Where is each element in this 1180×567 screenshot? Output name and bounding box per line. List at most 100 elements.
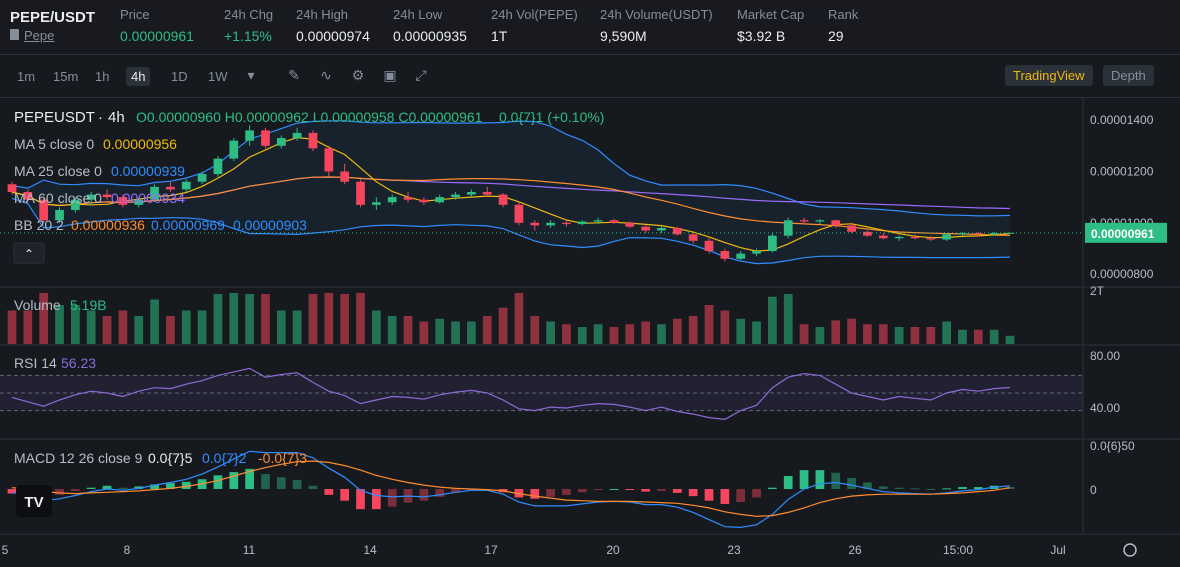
candle-body — [609, 220, 619, 223]
ma5-label: MA 5 close 0 — [14, 136, 94, 152]
legend-interval: 4h — [108, 109, 125, 126]
volume-bar — [704, 305, 714, 344]
candle-body — [324, 148, 334, 172]
candle-body — [815, 220, 825, 222]
timeframe-1D[interactable]: 1D — [171, 69, 188, 84]
tradingview-logo — [16, 485, 52, 517]
macd-histogram-bar — [577, 489, 587, 493]
candle-body — [863, 231, 872, 236]
depth-tab[interactable]: Depth — [1103, 65, 1154, 86]
timeframe-4h[interactable]: 4h — [126, 67, 151, 86]
macd-label: MACD 12 26 close 9 — [14, 450, 143, 466]
macd-histogram-bar — [181, 481, 191, 489]
chart-area[interactable]: 0.00001400 0.00001200 0.00001000 0.00000800… — [0, 97, 1180, 562]
volume-bar — [39, 293, 49, 344]
candle-body — [1005, 232, 1015, 234]
volume-bar — [292, 310, 302, 344]
timeframe-1m[interactable]: 1m — [17, 69, 36, 84]
candle-body — [197, 174, 207, 182]
candle — [815, 218, 825, 225]
chevron-up-icon[interactable]: ⌃ — [24, 247, 34, 261]
macd-histogram-bar — [973, 487, 983, 489]
candle-body — [55, 209, 64, 221]
candle — [672, 226, 682, 236]
volume-bar — [720, 310, 730, 344]
candle-body — [245, 130, 254, 141]
price-tick-label: 0.00001200 — [1090, 164, 1154, 178]
candle-body — [387, 197, 397, 203]
pair-title[interactable]: PEPE/USDT — [10, 9, 96, 26]
candle-body — [340, 171, 350, 182]
pencil-icon[interactable]: ✎ — [288, 67, 300, 83]
volume-bar — [768, 296, 777, 344]
save-icon[interactable]: ▣ — [383, 67, 397, 83]
candle-body — [641, 226, 651, 231]
coin-link-label[interactable]: Pepe — [24, 28, 55, 43]
timeframe-1h[interactable]: 1h — [95, 69, 110, 84]
bb-fill — [12, 120, 1010, 264]
volume-bar — [371, 310, 381, 344]
candle — [482, 186, 492, 198]
time-tick-label: 8 — [124, 543, 131, 557]
macd-histogram-bar — [736, 489, 746, 502]
volume-bar — [530, 316, 540, 344]
macd-histogram-bar — [768, 487, 777, 489]
macd-histogram-bar — [688, 489, 698, 497]
collapse-legend-button[interactable] — [13, 242, 45, 264]
macd-histogram-bar — [815, 470, 825, 489]
candle — [150, 184, 159, 203]
stat-label: 24h High — [296, 7, 349, 22]
gear-icon[interactable]: ⚙ — [351, 67, 365, 83]
macd-histogram-bar — [926, 489, 936, 490]
settings-icon[interactable] — [1123, 543, 1137, 557]
bb-lower-value: 0.00000903 — [233, 217, 307, 233]
macd-histogram-bar — [878, 486, 888, 489]
candle — [451, 192, 460, 200]
volume-bar — [276, 310, 286, 344]
volume-value: 5.19B — [70, 297, 107, 313]
line-chart-icon[interactable]: ∿ — [320, 67, 332, 83]
candle-body — [181, 181, 191, 190]
stat-7: Rank 29 — [828, 7, 858, 44]
time-tick-label: Jul — [1050, 543, 1065, 557]
price-chart-svg[interactable]: 0.000014000.000012000.000010000.00000800… — [0, 97, 1180, 562]
legend-change: 0.0{7}1 (+0.10%) — [499, 109, 604, 125]
candle — [102, 189, 112, 200]
candle — [134, 197, 144, 208]
time-tick-label: 15:00 — [943, 543, 973, 557]
bb-label: BB 20 2 — [14, 217, 64, 233]
candle — [657, 226, 666, 234]
volume-bar — [134, 316, 144, 344]
caret-down-icon[interactable]: ▾ — [247, 67, 255, 83]
macd-tick-label: 0.0{6}50 — [1090, 439, 1135, 453]
candle — [847, 224, 856, 234]
fullscreen-icon[interactable]: ⤢ — [415, 67, 427, 83]
macd-histogram-bar — [102, 485, 112, 489]
macd-histogram-bar — [625, 489, 635, 490]
candle — [989, 231, 999, 236]
macd-histogram-bar — [324, 489, 334, 495]
stat-4: 24h Vol(PEPE) 1T — [491, 7, 578, 44]
candle-body — [894, 236, 904, 239]
candle — [356, 179, 365, 208]
coin-info-link[interactable]: Pepe — [10, 28, 55, 43]
tradingview-tab[interactable]: TradingView — [1005, 65, 1093, 86]
candle — [831, 219, 841, 228]
volume-bar — [55, 305, 64, 344]
volume-bar — [150, 299, 159, 344]
volume-bar — [989, 329, 999, 344]
macd-histogram-bar — [641, 489, 651, 492]
candle-body — [403, 197, 413, 200]
candle — [276, 135, 286, 149]
candle — [39, 198, 49, 223]
volume-bar — [1005, 335, 1015, 344]
volume-label: Volume — [14, 297, 61, 313]
candle-body — [752, 251, 761, 254]
volume-bar — [245, 294, 254, 344]
stat-2: 24h High 0.00000974 — [296, 7, 370, 44]
timeframe-15m[interactable]: 15m — [53, 69, 79, 84]
candle — [752, 248, 761, 257]
volume-bar — [23, 310, 33, 344]
timeframe-1W[interactable]: 1W — [208, 69, 228, 84]
candle-body — [736, 253, 746, 259]
